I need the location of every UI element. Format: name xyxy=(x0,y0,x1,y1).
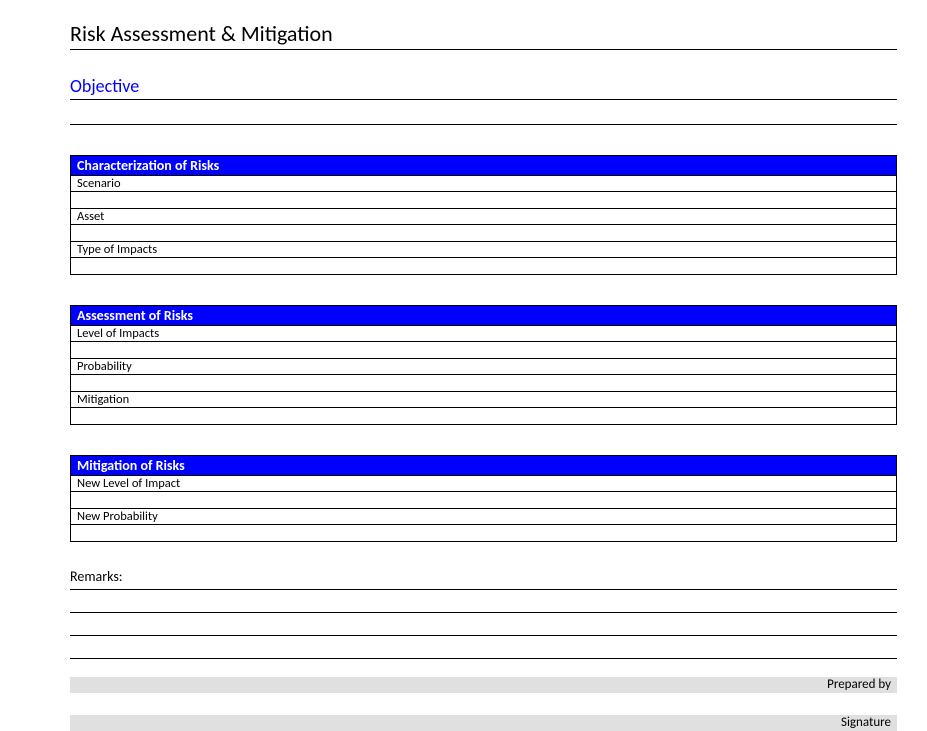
prepared-by-row: Prepared by xyxy=(70,677,897,693)
row-new-probability-input[interactable] xyxy=(71,525,897,542)
row-new-level-input[interactable] xyxy=(71,492,897,509)
row-probability-label: Probability xyxy=(71,359,897,375)
row-scenario-label: Scenario xyxy=(71,176,897,192)
row-level-impacts-input[interactable] xyxy=(71,342,897,359)
signature-row: Signature xyxy=(70,715,897,731)
mitigation-table: Mitigation of Risks New Level of Impact … xyxy=(70,455,897,542)
row-level-impacts-label: Level of Impacts xyxy=(71,326,897,342)
row-scenario-input[interactable] xyxy=(71,192,897,209)
row-mitigation-input[interactable] xyxy=(71,408,897,425)
signature-label: Signature xyxy=(841,715,891,730)
remarks-label: Remarks: xyxy=(70,568,897,589)
remarks-line-3[interactable] xyxy=(70,635,897,659)
row-new-level-label: New Level of Impact xyxy=(71,476,897,492)
document-title: Risk Assessment & Mitigation xyxy=(70,20,897,50)
objective-heading: Objective xyxy=(70,75,897,100)
remarks-block: Remarks: xyxy=(70,568,897,659)
row-mitigation-label: Mitigation xyxy=(71,392,897,408)
objective-input-line[interactable] xyxy=(70,100,897,125)
row-new-probability-label: New Probability xyxy=(71,509,897,525)
footer-block: Prepared by Signature xyxy=(70,677,897,731)
row-asset-input[interactable] xyxy=(71,225,897,242)
row-asset-label: Asset xyxy=(71,209,897,225)
row-probability-input[interactable] xyxy=(71,375,897,392)
remarks-line-2[interactable] xyxy=(70,612,897,635)
assessment-header: Assessment of Risks xyxy=(71,306,897,326)
remarks-line-1[interactable] xyxy=(70,589,897,612)
mitigation-header: Mitigation of Risks xyxy=(71,456,897,476)
characterization-header: Characterization of Risks xyxy=(71,156,897,176)
assessment-table: Assessment of Risks Level of Impacts Pro… xyxy=(70,305,897,425)
row-type-impacts-input[interactable] xyxy=(71,258,897,275)
characterization-table: Characterization of Risks Scenario Asset… xyxy=(70,155,897,275)
row-type-impacts-label: Type of Impacts xyxy=(71,242,897,258)
page: Risk Assessment & Mitigation Objective C… xyxy=(0,0,927,716)
prepared-by-label: Prepared by xyxy=(827,677,891,692)
